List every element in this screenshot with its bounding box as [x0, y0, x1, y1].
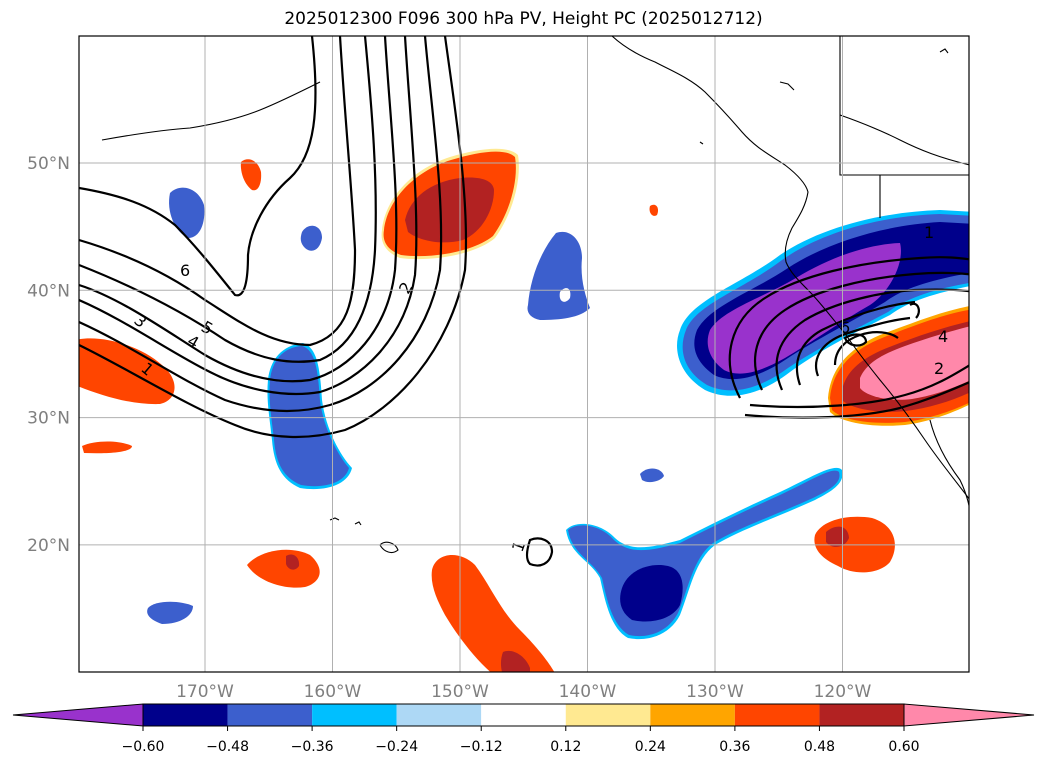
latitude-label: 30°N — [27, 409, 70, 429]
gridlines — [79, 36, 969, 672]
longitude-label: 160°W — [304, 682, 362, 702]
longitude-label: 140°W — [559, 682, 617, 702]
colorbar-segment — [819, 704, 904, 726]
map-title: 2025012300 F096 300 hPa PV, Height PC (2… — [284, 9, 763, 29]
longitude-label: 150°W — [431, 682, 489, 702]
colorbar-tick-label: 0.12 — [550, 739, 581, 755]
colorbar-segment — [227, 704, 313, 726]
latitude-label: 20°N — [27, 536, 70, 556]
colorbar-tick-label: −0.60 — [122, 739, 165, 755]
contour-label: 1 — [924, 223, 934, 242]
contour-label: 6 — [180, 261, 190, 280]
colorbar-segment — [143, 704, 228, 726]
colorbar-tick-label: −0.12 — [460, 739, 503, 755]
longitude-label: 130°W — [686, 682, 744, 702]
colorbar-segment — [396, 704, 482, 726]
colorbar-tick-label: 0.36 — [719, 739, 750, 755]
longitude-labels: 170°W 160°W 150°W 140°W 130°W 120°W — [176, 682, 871, 702]
latitude-labels: 50°N 40°N 30°N 20°N — [27, 154, 70, 556]
map-background — [79, 36, 969, 672]
longitude-label: 120°W — [814, 682, 872, 702]
colorbar-extend-high — [903, 703, 1035, 727]
coastlines — [101, 36, 969, 554]
colorbar-tick-label: −0.48 — [206, 739, 249, 755]
colorbar-segment — [650, 704, 735, 726]
pv-negative-core — [707, 243, 901, 374]
colorbar-segment — [734, 704, 820, 726]
colorbar-segment — [565, 704, 651, 726]
colorbar: −0.60 −0.48 −0.36 −0.24 −0.12 0.12 0.24 0.36 0.4… — [12, 703, 1035, 755]
colorbar-tick-label: 0.48 — [804, 739, 835, 755]
colorbar-segment — [312, 704, 397, 726]
colorbar-tick-label: 0.60 — [888, 739, 919, 755]
contour-label: 6 — [840, 318, 850, 337]
colorbar-extend-low — [12, 703, 144, 727]
colorbar-tick-label: −0.24 — [375, 739, 418, 755]
latitude-label: 40°N — [27, 281, 70, 301]
colorbar-tick-label: −0.36 — [291, 739, 334, 755]
colorbar-tick-label: 0.24 — [635, 739, 666, 755]
contour-label: 2 — [934, 359, 944, 378]
map-frame — [78, 35, 970, 673]
colorbar-frame — [142, 703, 905, 727]
contour-label: 4 — [938, 327, 948, 346]
longitude-label: 170°W — [176, 682, 234, 702]
height-contours — [79, 36, 969, 567]
colorbar-segment — [481, 704, 566, 726]
latitude-label: 50°N — [27, 154, 70, 174]
